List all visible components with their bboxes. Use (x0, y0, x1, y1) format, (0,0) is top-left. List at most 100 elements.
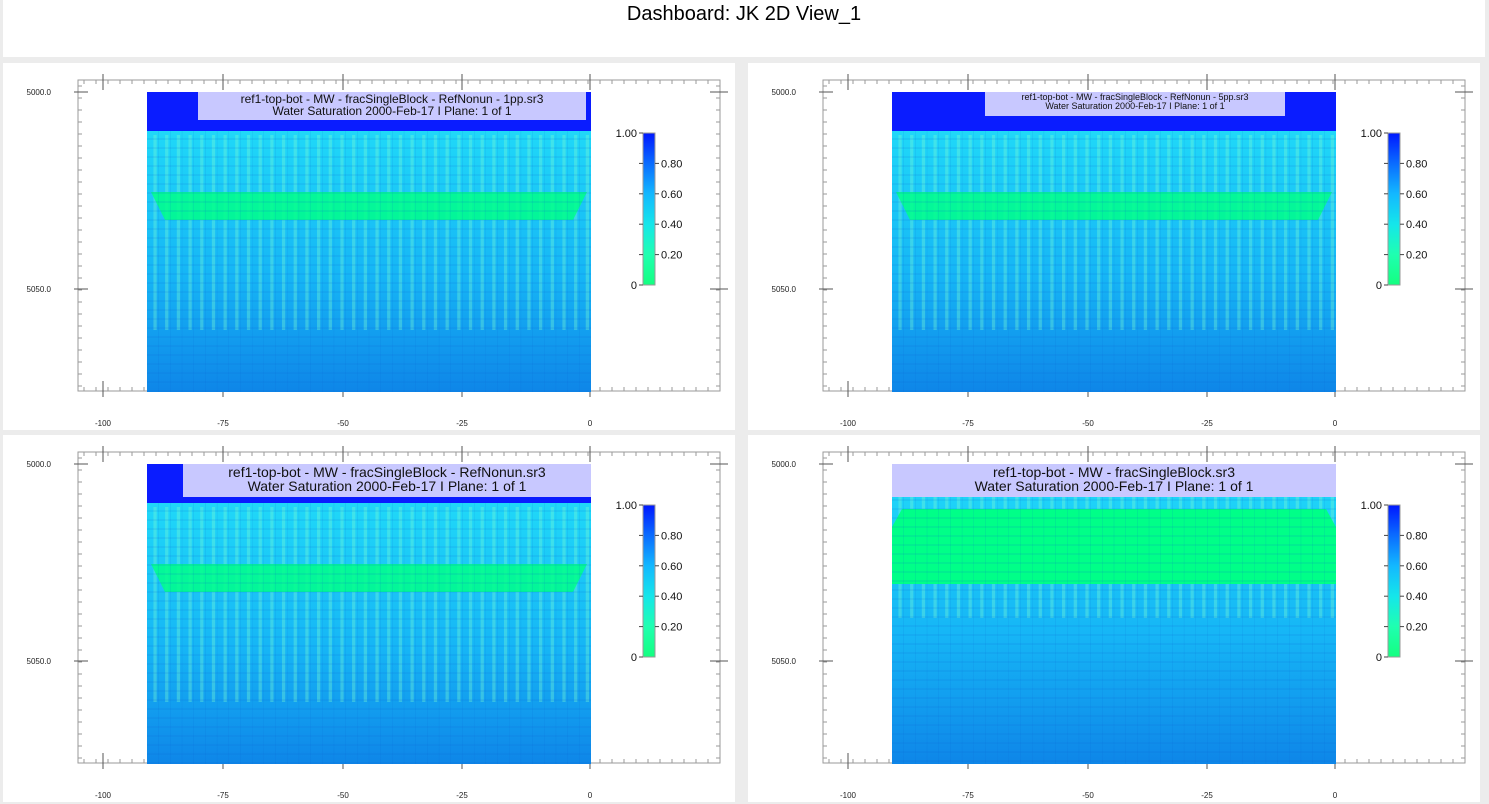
fracture-stripe (585, 135, 590, 330)
fracture-stripe (1026, 135, 1031, 330)
fracture-stripe (503, 135, 508, 330)
x-tick-label: -100 (95, 419, 112, 428)
colorbar-label: 0.80 (1406, 530, 1427, 542)
fracture-stripe (281, 507, 286, 702)
plot-svg-2[interactable]: 5000.0 5050.0 -100 -75 -50 -25 0 ref1-top-bot -… (748, 63, 1480, 430)
fracture-stripe (340, 507, 344, 702)
fracture-stripe (387, 507, 391, 702)
x-tick-label: -100 (840, 791, 857, 800)
colorbar-label: 0.20 (1406, 622, 1427, 634)
saturation-field (892, 131, 1336, 392)
fracture-stripe (422, 135, 426, 330)
fracture-stripe (1003, 135, 1007, 330)
x-tick-label: 0 (588, 791, 593, 800)
fracture-stripe (1260, 135, 1264, 330)
x-tick-label: -25 (1201, 419, 1213, 428)
fracture-stripe (305, 507, 309, 702)
colorbar-label: 0.60 (1406, 189, 1427, 201)
fracture-stripe (398, 135, 403, 330)
fracture-stripe (910, 135, 914, 330)
fracture-stripe (1167, 135, 1171, 330)
fracture-stripe (527, 135, 531, 330)
fracture-stripe (515, 135, 519, 330)
plot-svg-1[interactable]: 5000.0 5050.0 -100 -75 -50 -25 0 ref1-top-bot -… (3, 63, 735, 430)
fracture-stripe (398, 507, 403, 702)
plot-title-line2: Water Saturation 2000-Feb-17 I Plane: 1 … (1045, 101, 1224, 111)
fracture-stripe (515, 507, 519, 702)
plot-title-line1: ref1-top-bot - MW - fracSingleBlock - Re… (1021, 92, 1248, 102)
fracture-stripe (1097, 135, 1101, 330)
fracture-stripe (387, 135, 391, 330)
fracture-stripe (1143, 135, 1148, 330)
fracture-stripe (1225, 135, 1229, 330)
fracture-stripe (246, 135, 251, 330)
colorbar-label: 0.40 (1406, 219, 1427, 231)
y-tick-label: 5000.0 (27, 88, 52, 97)
y-tick-label: 5050.0 (772, 657, 797, 666)
x-tick-label: 0 (588, 419, 593, 428)
fracture-stripe (363, 507, 368, 702)
fracture-stripe (898, 135, 902, 330)
x-tick-label: -50 (337, 791, 349, 800)
plot-title-line2: Water Saturation 2000-Feb-17 I Plane: 1 … (272, 104, 511, 118)
colorbar-label: 0.60 (661, 189, 682, 201)
colorbar-label: 0.80 (661, 158, 682, 170)
plot-svg-3[interactable]: 5000.0 5050.0 -100 -75 -50 -25 0 ref1-top-bot -… (3, 435, 735, 802)
plot-panel-4[interactable]: 5000.0 5050.0 -100 -75 -50 -25 0 ref1-top-bot -… (748, 435, 1480, 802)
plot-title-box (198, 92, 586, 120)
x-tick-label: -75 (217, 791, 229, 800)
fracture-stripe (921, 135, 926, 330)
fracture-stripe (281, 135, 286, 330)
colorbar (1387, 132, 1401, 286)
waterflood-front (892, 509, 1336, 584)
colorbar-label: 1.00 (616, 128, 637, 140)
fracture-stripe (1108, 135, 1113, 330)
plot-panel-3[interactable]: 5000.0 5050.0 -100 -75 -50 -25 0 ref1-top-bot -… (3, 435, 735, 802)
fracture-stripe (1295, 135, 1299, 330)
fracture-stripe (1213, 135, 1218, 330)
dashboard-header: Dashboard: JK 2D View_1 (3, 0, 1485, 57)
fracture-stripe (539, 135, 543, 330)
fracture-stripe (991, 135, 996, 330)
fracture-stripe (1237, 135, 1241, 330)
fracture-stripe (550, 507, 554, 702)
fracture-stripe (305, 135, 309, 330)
fracture-stripe (480, 507, 484, 702)
plot-svg-4[interactable]: 5000.0 5050.0 -100 -75 -50 -25 0 ref1-top-bot -… (748, 435, 1480, 802)
plot-panel-1[interactable]: 5000.0 5050.0 -100 -75 -50 -25 0 ref1-top-bot -… (3, 63, 735, 430)
x-tick-label: -75 (217, 419, 229, 428)
colorbar-label: 1.00 (616, 500, 637, 512)
fracture-stripe (1062, 135, 1066, 330)
fracture-stripe (539, 507, 543, 702)
fracture-stripe (1085, 135, 1089, 330)
colorbar-label: 0 (631, 652, 637, 664)
fracture-stripe (480, 135, 484, 330)
fracture-stripe (492, 135, 496, 330)
y-tick-label: 5050.0 (772, 285, 797, 294)
fracture-stripe (445, 507, 449, 702)
y-tick-label: 5000.0 (772, 460, 797, 469)
fracture-stripe (445, 135, 449, 330)
plot-title-line1: ref1-top-bot - MW - fracSingleBlock - Re… (241, 92, 544, 106)
fracture-stripe (1190, 135, 1194, 330)
colorbar-label: 0.40 (1406, 591, 1427, 603)
colorbar-label: 0 (1376, 280, 1382, 292)
plot-panel-2[interactable]: 5000.0 5050.0 -100 -75 -50 -25 0 ref1-top-bot -… (748, 63, 1480, 430)
colorbar-label: 0.20 (661, 250, 682, 262)
x-tick-label: 0 (1333, 419, 1338, 428)
x-tick-label: -100 (95, 791, 112, 800)
saturation-field (147, 131, 591, 392)
colorbar-label: 0 (631, 280, 637, 292)
plot-title-line1: ref1-top-bot - MW - fracSingleBlock - Re… (228, 464, 546, 480)
colorbar-label: 0.60 (1406, 561, 1427, 573)
fracture-stripe (562, 135, 566, 330)
fracture-stripe (492, 507, 496, 702)
saturation-field (147, 503, 591, 764)
y-tick-label: 5000.0 (27, 460, 52, 469)
fracture-stripe (270, 135, 274, 330)
waterflood-front (151, 564, 587, 592)
fracture-stripe (457, 507, 461, 702)
fracture-stripe (223, 507, 227, 702)
fracture-stripe (235, 135, 239, 330)
fracture-stripe (352, 507, 356, 702)
